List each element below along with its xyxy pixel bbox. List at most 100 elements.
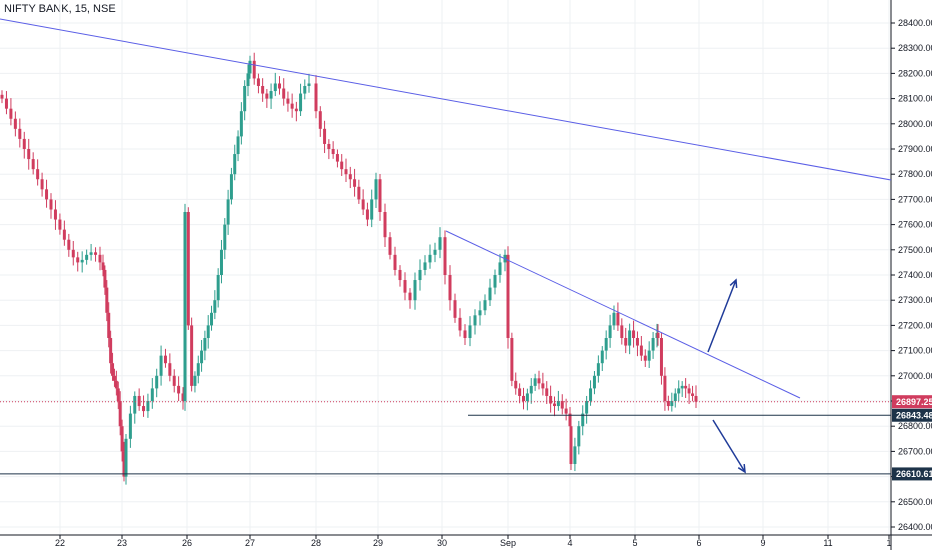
candle-body	[120, 426, 124, 452]
trendline-long[interactable]	[0, 18, 892, 181]
candle-body	[647, 350, 651, 361]
candle-body	[223, 224, 227, 250]
candle-body	[243, 86, 247, 112]
x-tick-label: 27	[245, 538, 255, 548]
candle-body	[628, 330, 632, 346]
candle-body	[159, 355, 163, 376]
candle-body	[348, 174, 352, 180]
candle-body	[673, 393, 677, 401]
candle-body	[53, 209, 57, 220]
candle-body	[585, 401, 589, 414]
x-tick-label: 9	[760, 538, 765, 548]
candle-body	[80, 259, 84, 263]
y-tick-label: 27200.00	[898, 320, 932, 330]
candle-body	[537, 378, 541, 384]
candle-body	[533, 378, 537, 386]
x-tick-label: 6	[696, 538, 701, 548]
y-tick-label: 27800.00	[898, 169, 932, 179]
candle-body	[196, 363, 200, 376]
y-tick-label: 27100.00	[898, 346, 932, 356]
y-tick-label: 26400.00	[898, 522, 932, 532]
candle-body	[128, 413, 132, 439]
candle-body	[483, 300, 487, 311]
y-tick-label: 27700.00	[898, 194, 932, 204]
candle-body	[398, 269, 402, 281]
candle-body	[294, 108, 298, 112]
candle-body	[378, 179, 382, 212]
candle-body	[71, 249, 75, 258]
candles	[0, 52, 698, 485]
candle-body	[163, 355, 167, 364]
candle-body	[357, 186, 361, 200]
price-badge-label: 26610.61	[896, 469, 932, 479]
price-badge	[892, 395, 932, 409]
y-tick-label: 27400.00	[898, 270, 932, 280]
candle-body	[206, 325, 210, 338]
candle-body	[0, 94, 4, 99]
candle-body	[122, 451, 126, 477]
candle-body	[541, 383, 545, 389]
candle-body	[299, 93, 303, 112]
candle-body	[393, 254, 397, 270]
candle-body	[388, 237, 392, 255]
x-tick-label: 29	[373, 538, 383, 548]
candle-body	[210, 312, 214, 326]
arrow-up[interactable]	[707, 279, 737, 353]
candle-body	[635, 338, 639, 346]
candle-body	[600, 350, 604, 364]
candle-body	[22, 138, 26, 149]
candle-body	[620, 325, 624, 338]
price-badges: 26897.25 26843.48 26610.61	[892, 395, 932, 481]
candle-body	[193, 375, 197, 386]
candle-body	[239, 111, 243, 137]
y-tick-label: 28300.00	[898, 43, 932, 53]
y-tick-label: 26800.00	[898, 421, 932, 431]
candle-body	[608, 325, 612, 338]
candle-body	[331, 149, 335, 155]
candle-body	[506, 254, 510, 338]
candle-body	[639, 345, 643, 356]
candle-body	[560, 401, 564, 409]
trendline-short[interactable]	[445, 230, 801, 399]
candle-body	[663, 375, 667, 401]
y-tick-label: 27500.00	[898, 245, 932, 255]
candle-body	[643, 355, 647, 361]
candle-body	[183, 212, 187, 401]
arrow-down[interactable]	[712, 419, 746, 473]
candle-body	[40, 179, 44, 190]
candle-body	[624, 338, 628, 346]
candle-body	[616, 312, 620, 326]
candle-body	[303, 86, 307, 94]
candle-body	[353, 179, 357, 187]
candle-body	[314, 83, 318, 112]
candle-body	[155, 375, 159, 389]
y-tick-label: 28000.00	[898, 119, 932, 129]
price-badge	[892, 408, 932, 422]
candle-body	[172, 375, 176, 386]
candle-body	[181, 393, 185, 401]
candle-body	[556, 401, 560, 407]
x-tick-label: 4	[567, 538, 572, 548]
y-tick-label: 26700.00	[898, 446, 932, 456]
candle-body	[468, 325, 472, 338]
candle-body	[589, 388, 593, 401]
x-tick-label: 11	[823, 538, 832, 548]
candle-body	[694, 395, 698, 402]
candle-body	[344, 169, 348, 175]
candle-body	[89, 252, 93, 255]
candle-body	[553, 403, 556, 407]
candle-body	[9, 108, 13, 119]
candle-body	[45, 189, 49, 200]
candle-body	[488, 287, 492, 301]
candle-body	[111, 363, 115, 376]
y-tick-label: 27900.00	[898, 144, 932, 154]
candle-body	[265, 93, 269, 99]
candle-body	[498, 262, 502, 275]
candle-body	[691, 393, 695, 396]
candle-body	[365, 209, 369, 220]
candle-body	[677, 388, 681, 394]
candle-body	[684, 385, 688, 389]
candle-body	[67, 239, 71, 250]
